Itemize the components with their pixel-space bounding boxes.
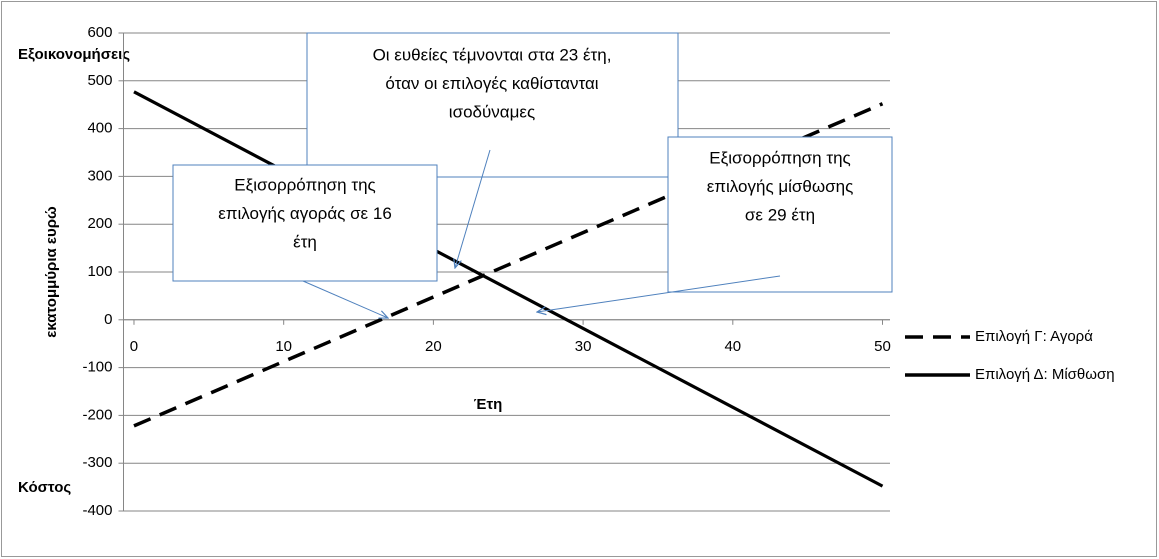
y-tick-label: -300	[82, 454, 112, 471]
y-tick-label: 200	[87, 215, 112, 232]
y-axis-label: εκατομμύρια ευρώ	[43, 206, 60, 338]
callout-arrow	[537, 275, 781, 312]
y-tick-label: -100	[82, 359, 112, 376]
callout-box	[306, 32, 679, 178]
x-tick-label: 10	[275, 338, 292, 355]
callout-text: Εξισορρόπηση της	[234, 175, 375, 194]
y-tick-label: 500	[87, 72, 112, 89]
y-tick-label: 100	[87, 263, 112, 280]
callout-box	[172, 164, 438, 282]
x-tick-label: 0	[130, 338, 138, 355]
callout-text: σε 29 έτη	[745, 205, 815, 224]
callout-text: έτη	[293, 232, 317, 251]
y-tick-label: 400	[87, 120, 112, 137]
callout-text: ισοδύναμες	[449, 102, 535, 121]
legend-label: Επιλογή Γ: Αγορά	[975, 328, 1093, 345]
legend-label: Επιλογή Δ: Μίσθωση	[975, 366, 1115, 383]
callout-text: όταν οι επιλογές καθίστανται	[385, 74, 598, 93]
x-tick-label: 40	[724, 338, 741, 355]
top-label: Εξοικονομήσεις	[18, 46, 130, 63]
callout-arrow	[302, 280, 388, 318]
y-tick-label: -200	[82, 406, 112, 423]
x-tick-label: 50	[874, 338, 891, 355]
y-tick-label: 300	[87, 167, 112, 184]
bottom-label: Κόστος	[18, 479, 71, 496]
x-tick-label: 20	[425, 338, 442, 355]
callout-text: επιλογής μίσθωσης	[707, 177, 854, 196]
y-tick-label: 600	[87, 24, 112, 41]
callout-text: Εξισορρόπηση της	[709, 148, 850, 167]
x-tick-label: 30	[575, 338, 592, 355]
x-axis-label: Έτη	[474, 396, 503, 413]
callout-text: Οι ευθείες τέμνονται στα 23 έτη,	[373, 45, 612, 64]
y-tick-label: -400	[82, 502, 112, 519]
callout-arrow	[455, 149, 491, 268]
y-tick-label: 0	[104, 311, 112, 328]
callout-box	[667, 136, 893, 293]
series-line	[133, 90, 884, 488]
callout-text: επιλογής αγοράς σε 16	[218, 204, 392, 223]
